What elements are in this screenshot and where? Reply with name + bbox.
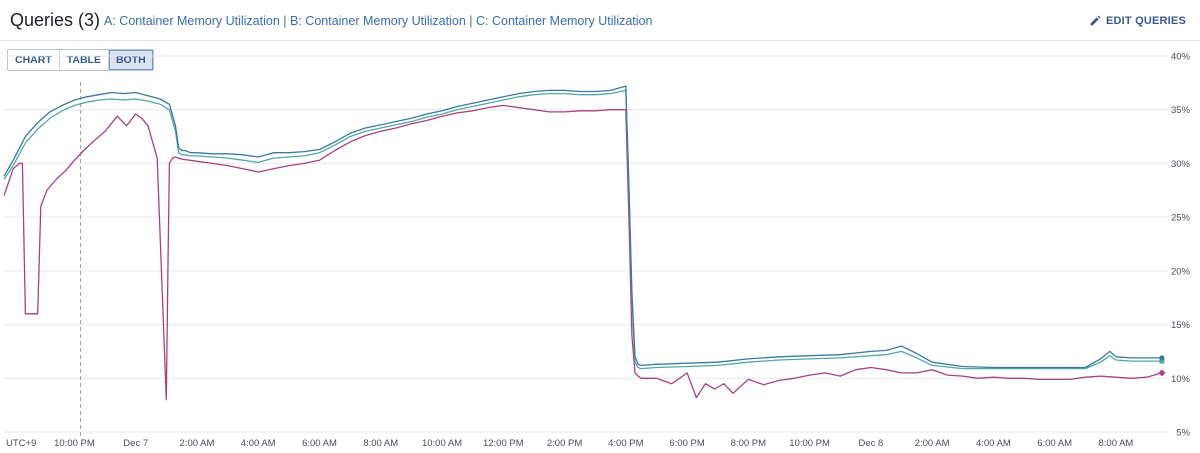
x-tick-label: 8:00 AM: [363, 438, 398, 449]
queries-title: Queries (3): [10, 10, 101, 30]
x-axis-labels: UTC+9 10:00 PM Dec 7 2:00 AM 4:00 AM 6:00 AM 8…: [6, 438, 1133, 449]
x-tick-label: 8:00 AM: [1098, 438, 1133, 449]
query-a-letter[interactable]: A:: [104, 14, 116, 28]
y-tick-label: 35%: [1171, 105, 1191, 116]
query-separator: |: [283, 14, 287, 28]
x-tick-label: 8:00 PM: [731, 438, 766, 449]
x-tick-label: 10:00 AM: [422, 438, 462, 449]
x-tick-label: Dec 8: [858, 438, 883, 449]
y-tick-label: 5%: [1176, 428, 1190, 439]
x-tick-label: 4:00 AM: [976, 438, 1011, 449]
x-tick-label: 4:00 PM: [608, 438, 643, 449]
query-b-name[interactable]: Container Memory Utilization: [305, 14, 466, 28]
series-c-end-marker: [1158, 369, 1166, 377]
series-b-line[interactable]: [3, 89, 1162, 370]
view-toggle: CHART TABLE BOTH: [7, 49, 154, 71]
x-tick-label: Dec 7: [123, 438, 148, 449]
x-tick-label: 4:00 AM: [241, 438, 276, 449]
x-tick-label: 10:00 PM: [789, 438, 830, 449]
x-tick-label: 2:00 PM: [547, 438, 582, 449]
query-a-name[interactable]: Container Memory Utilization: [119, 14, 280, 28]
y-tick-label: 25%: [1171, 213, 1191, 224]
pencil-icon: [1090, 15, 1101, 26]
query-c-name[interactable]: Container Memory Utilization: [491, 14, 653, 28]
series-c-line[interactable]: [3, 104, 1163, 401]
y-axis-labels: 40% 35% 30% 25% 20% 15% 10% 5%: [1171, 52, 1191, 439]
query-c-letter[interactable]: C:: [476, 14, 489, 28]
edit-queries-button[interactable]: EDIT QUERIES: [1089, 14, 1186, 27]
x-tick-label: 12:00 PM: [483, 438, 524, 449]
series-b-end-marker: [1159, 358, 1165, 364]
chart-view-button[interactable]: CHART: [8, 50, 60, 70]
table-view-button[interactable]: TABLE: [60, 50, 109, 70]
y-tick-label: 40%: [1171, 52, 1191, 63]
series-a-end-marker: [1159, 355, 1165, 361]
y-tick-label: 10%: [1171, 374, 1191, 385]
query-separator: |: [469, 14, 473, 28]
query-b-letter[interactable]: B:: [290, 14, 302, 28]
x-tick-label: 6:00 PM: [669, 438, 704, 449]
gridlines: [4, 55, 1168, 436]
x-tick-label: 2:00 AM: [180, 438, 215, 449]
both-view-button[interactable]: BOTH: [108, 50, 153, 70]
y-tick-label: 20%: [1171, 266, 1191, 277]
query-header: Queries (3) A: Container Memory Utilizat…: [0, 0, 1200, 41]
x-tick-label: 6:00 AM: [1037, 438, 1072, 449]
y-tick-label: 30%: [1171, 159, 1191, 170]
y-tick-label: 15%: [1171, 320, 1191, 331]
edit-queries-label: EDIT QUERIES: [1105, 14, 1186, 27]
series-a-line[interactable]: [3, 85, 1162, 369]
x-tick-label: 10:00 PM: [54, 438, 95, 449]
x-tick-label: UTC+9: [6, 438, 36, 449]
series-lines: [3, 85, 1166, 401]
query-list: A: Container Memory Utilization | B: Con…: [104, 14, 652, 28]
x-tick-label: 6:00 AM: [302, 438, 337, 449]
x-tick-label: 2:00 AM: [915, 438, 950, 449]
